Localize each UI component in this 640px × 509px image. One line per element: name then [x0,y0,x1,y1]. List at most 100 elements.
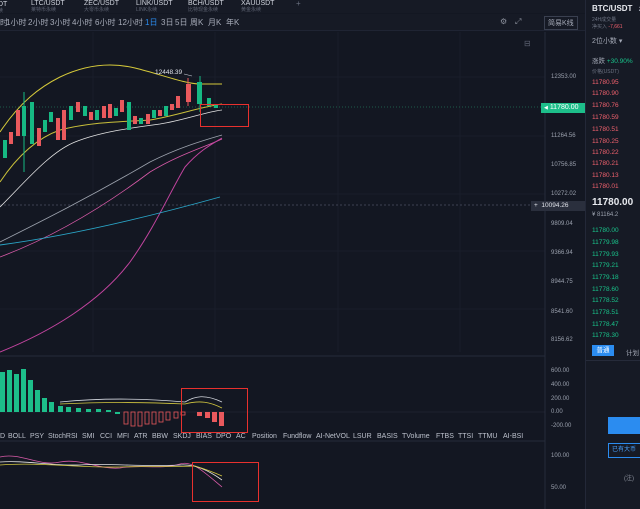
bid-row[interactable]: 11778.52 [592,297,619,304]
ask-row[interactable]: 11780.13 [592,172,619,179]
indicator-tab-lsur[interactable]: LSUR [353,433,372,440]
indicator-tab-ftbs[interactable]: FTBS [436,433,454,440]
ma-yellow-line [0,103,223,183]
holding-button[interactable]: 已有大币 [608,443,640,458]
price-axis-label: 8541.60 [551,309,573,315]
rate-label: 涨跌 [592,58,605,65]
timeframe-bar: 时 1小时 2小时 3小时 4小时 6小时 12小时 1日 3日 5日 周K 月… [0,14,585,48]
bid-row[interactable]: 11779.18 [592,274,619,281]
high-annotation: 12448.39 [155,69,183,76]
tf-week[interactable]: 周K [190,18,204,27]
indicator-tab-dpo[interactable]: DPO [216,433,232,440]
ma-pink-line [0,138,223,258]
ticker-bch[interactable]: BCH/USDT 比特现金永续 [188,0,224,13]
indicator-tab-cci[interactable]: CCI [100,433,113,440]
ask-row[interactable]: 11780.51 [592,126,619,133]
indicator-tab-bias[interactable]: BIAS [196,433,212,440]
ticker-strip: DT 续 LTC/USDT 莱特币永续 ZEC/USDT 大零币永续 LINK/USD… [0,0,585,13]
indicator-tab-ttsi[interactable]: TTSI [458,433,474,440]
kdj-axis-label: 50.00 [551,485,567,491]
price-axis-label: 10756.85 [551,162,577,168]
indicator-tab-mfi[interactable]: MFI [117,433,130,440]
tab-normal[interactable]: 普通 [592,345,614,356]
ma-gray-line [0,134,223,243]
ticker-partial[interactable]: DT 续 [0,1,8,13]
tf-year[interactable]: 年K [226,18,240,27]
time-icon[interactable]: 时 [0,18,8,27]
ask-row[interactable]: 11780.21 [592,160,619,167]
pair-title[interactable]: BTC/USDT [592,4,633,13]
ask-row[interactable]: 11780.25 [592,138,619,145]
tf-5d[interactable]: 5日 [175,18,188,27]
ask-row[interactable]: 11780.22 [592,149,619,156]
bid-row[interactable]: 11779.93 [592,251,619,258]
tf-month[interactable]: 月K [208,18,222,27]
indicator-tab-ac[interactable]: AC [236,433,246,440]
bid-row[interactable]: 11779.98 [592,239,619,246]
indicator-tab-bbw[interactable]: BBW [152,433,168,440]
bid-row[interactable]: 11778.60 [592,286,619,293]
highlight-box-price [200,104,249,127]
net-value: -7,661 [608,24,623,30]
tf-12h[interactable]: 12小时 [118,18,143,27]
indicator-tab-skdj[interactable]: SKDJ [173,433,191,440]
indicator-tab-ai-bsi[interactable]: AI-BSI [503,433,524,440]
decimals-select[interactable]: 2位小数 ▾ [592,36,622,46]
ticker-xau[interactable]: XAUUSDT 黄金永续 [241,0,275,13]
tf-1d[interactable]: 1日 [145,18,158,27]
ticker-zec[interactable]: ZEC/USDT 大零币永续 [84,0,119,13]
indicator-tab-smi[interactable]: SMI [82,433,95,440]
bid-row[interactable]: 11780.00 [592,227,619,234]
chart-style-button[interactable]: 简易K线 [544,16,578,30]
indicator-tab-fundflow[interactable]: Fundflow [283,433,312,440]
last-price: 11780.00 [592,197,634,208]
settings-icon[interactable]: ⚙ [500,17,508,26]
indicator-tab-d[interactable]: D [0,433,6,440]
bid-row[interactable]: 11778.47 [592,321,619,328]
primary-action-button[interactable] [608,417,640,434]
decimals-label: 2位小数 [592,38,617,45]
indicator-tab-psy[interactable]: PSY [30,433,45,440]
current-price-tag: ◀ 11780.00 [541,103,585,113]
bid-row[interactable]: 11778.30 [592,332,619,339]
panel-divider [586,360,640,361]
tf-3h[interactable]: 3小时 [50,18,71,27]
pair-suffix: 26 [639,7,640,13]
ma-white-line [0,109,223,208]
indicator-tab-tvolume[interactable]: TVolume [402,433,430,440]
ask-row[interactable]: 11780.90 [592,90,619,97]
bid-row[interactable]: 11778.51 [592,309,619,316]
indicator-tab-stochrsi[interactable]: StochRSI [48,433,78,440]
ask-row[interactable]: 11780.76 [592,102,619,109]
add-ticker-icon[interactable]: + [296,0,301,8]
price-axis-label: 11264.56 [551,133,576,139]
price-axis-label: 9809.04 [551,221,573,227]
price-axis-label: 9366.94 [551,250,573,256]
crosshair-price-tag: + 10094.26 [531,201,585,211]
tf-1h[interactable]: 1小时 [6,18,27,27]
ticker-ltc[interactable]: LTC/USDT 莱特币永续 [31,0,65,13]
crosshair-plus-icon[interactable]: + [534,202,538,209]
kdj-lines [0,455,223,488]
indicator-tab-ai-netvol[interactable]: AI-NetVOL [316,433,350,440]
indicator-tab-boll[interactable]: BOLL [8,433,26,440]
bid-row[interactable]: 11779.21 [592,262,619,269]
ask-row[interactable]: 11780.59 [592,114,619,121]
tf-6h[interactable]: 6小时 [95,18,116,27]
ask-row[interactable]: 11780.01 [592,183,619,190]
macd-axis-label: 400.00 [551,382,570,388]
ticker-link[interactable]: LINK/USDT LINK永续 [136,0,173,13]
ask-row[interactable]: 11780.95 [592,79,619,86]
indicator-tab-basis[interactable]: BASIS [377,433,398,440]
tf-2h[interactable]: 2小时 [28,18,49,27]
tf-4h[interactable]: 4小时 [72,18,93,27]
chart-canvas[interactable] [0,32,585,509]
tf-3d[interactable]: 3日 [161,18,174,27]
indicator-tab-ttmu[interactable]: TTMU [478,433,498,440]
tab-plan[interactable]: 计划 [626,350,639,357]
fullscreen-icon[interactable]: ⤢ [515,17,522,26]
close-panel-icon[interactable]: ⊟ [524,39,531,48]
indicator-tab-position[interactable]: Position [252,433,277,440]
indicator-tab-atr[interactable]: ATR [134,433,148,440]
